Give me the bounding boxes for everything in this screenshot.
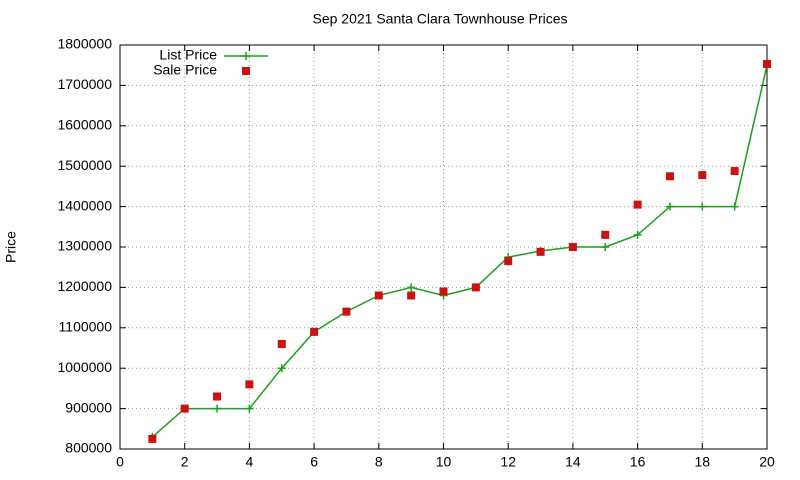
point-marker bbox=[471, 283, 480, 292]
y-tick-label: 1500000 bbox=[57, 157, 112, 173]
point-marker bbox=[536, 247, 545, 256]
point-marker bbox=[245, 380, 254, 389]
series-line bbox=[151, 65, 768, 438]
point-marker bbox=[407, 283, 416, 292]
y-tick-label: 800000 bbox=[65, 440, 112, 456]
y-tick-label: 1700000 bbox=[57, 76, 112, 92]
point-marker bbox=[665, 172, 674, 181]
point-marker bbox=[180, 404, 189, 413]
x-tick-label: 16 bbox=[630, 454, 646, 470]
point-marker bbox=[277, 364, 286, 373]
legend-label: List Price bbox=[159, 47, 217, 63]
point-marker bbox=[407, 291, 416, 300]
y-tick-label: 1600000 bbox=[57, 117, 112, 133]
point-marker bbox=[568, 243, 577, 251]
y-tick-label: 1100000 bbox=[59, 319, 113, 335]
x-tick-label: 14 bbox=[565, 454, 581, 470]
point-marker bbox=[504, 257, 513, 266]
point-marker bbox=[698, 171, 707, 180]
y-tick-label: 1300000 bbox=[57, 238, 112, 254]
point-marker bbox=[601, 230, 610, 239]
x-tick-label: 8 bbox=[375, 454, 383, 470]
x-tick-label: 10 bbox=[436, 454, 452, 470]
point-marker bbox=[439, 287, 448, 296]
y-tick-label: 1800000 bbox=[57, 36, 112, 52]
point-marker bbox=[245, 404, 254, 413]
y-tick-label: 1000000 bbox=[57, 359, 112, 375]
point-marker bbox=[213, 392, 222, 401]
point-marker bbox=[148, 434, 157, 443]
point-marker bbox=[730, 202, 739, 211]
legend-swatch bbox=[242, 52, 250, 60]
legend-label: Sale Price bbox=[153, 62, 217, 78]
x-tick-label: 0 bbox=[116, 454, 124, 470]
point-marker bbox=[374, 291, 383, 300]
plot-border bbox=[119, 44, 768, 450]
point-marker bbox=[698, 202, 707, 211]
y-axis-label: Price bbox=[3, 231, 19, 263]
point-marker bbox=[633, 230, 642, 239]
x-tick-label: 20 bbox=[759, 454, 775, 470]
y-tick-label: 1400000 bbox=[57, 197, 112, 213]
point-marker bbox=[601, 243, 610, 251]
x-tick-label: 2 bbox=[181, 454, 189, 470]
point-marker bbox=[342, 307, 351, 316]
y-tick-label: 1200000 bbox=[57, 278, 112, 294]
point-marker bbox=[730, 167, 739, 176]
y-tick-label: 900000 bbox=[65, 399, 112, 415]
legend-swatch bbox=[242, 67, 250, 75]
chart-title: Sep 2021 Santa Clara Townhouse Prices bbox=[312, 11, 567, 27]
point-marker bbox=[310, 327, 319, 336]
point-marker bbox=[665, 202, 674, 211]
point-marker bbox=[763, 59, 771, 68]
point-marker bbox=[213, 404, 222, 413]
point-marker bbox=[633, 200, 642, 209]
x-tick-label: 4 bbox=[246, 454, 254, 470]
x-tick-label: 6 bbox=[310, 454, 318, 470]
x-tick-label: 18 bbox=[695, 454, 711, 470]
point-marker bbox=[277, 339, 286, 348]
x-tick-label: 12 bbox=[500, 454, 516, 470]
